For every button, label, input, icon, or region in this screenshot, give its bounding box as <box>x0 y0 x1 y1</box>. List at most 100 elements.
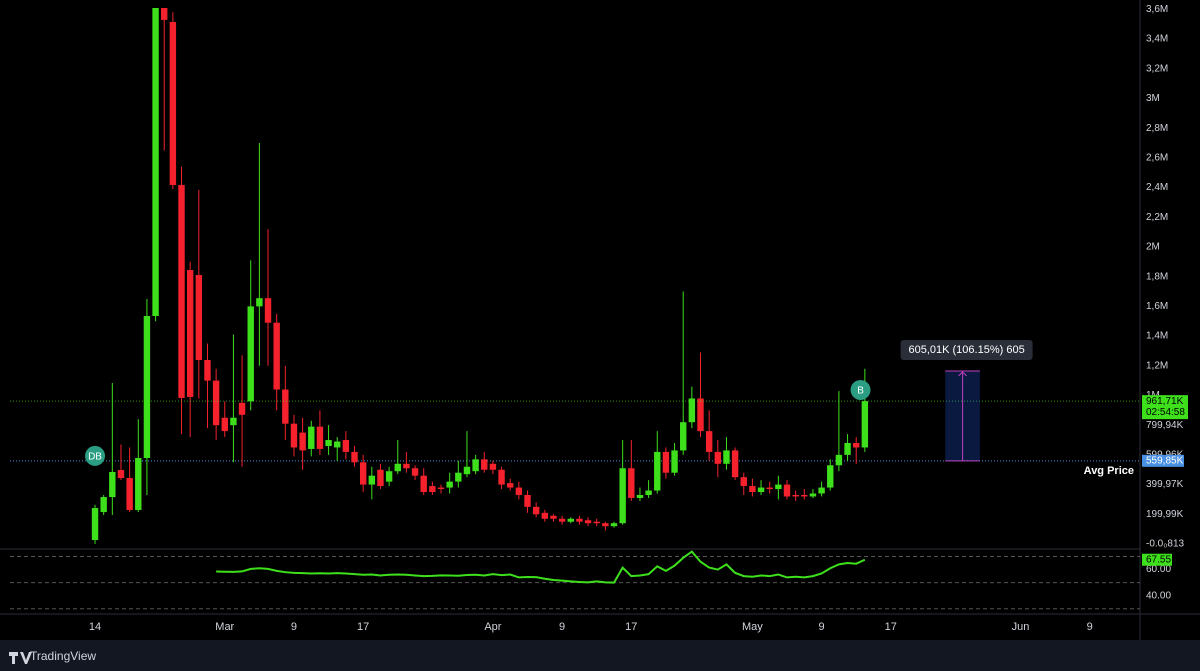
candle-body <box>481 459 488 470</box>
candle-body <box>645 490 652 495</box>
y-tick-label: -0.0₀813 <box>1146 539 1185 550</box>
candle-body <box>178 185 185 398</box>
candle-body <box>135 458 142 510</box>
x-tick-label: 9 <box>819 621 825 633</box>
candle-body <box>619 468 626 524</box>
x-tick-label: May <box>742 621 763 633</box>
candle-body <box>368 475 376 485</box>
candle-body <box>437 487 445 490</box>
candle-body <box>550 515 557 519</box>
candle-body <box>558 518 566 522</box>
candle-body <box>385 471 393 482</box>
candle-body <box>844 443 851 455</box>
brand[interactable]: TradingView <box>30 649 96 663</box>
indicator-tick-label: 40.00 <box>1146 590 1171 601</box>
candle-body <box>342 440 350 452</box>
x-tick-label: 17 <box>357 621 369 633</box>
candle-body <box>628 468 635 498</box>
candle-body <box>230 417 237 426</box>
candle-body <box>455 472 462 482</box>
candle-body <box>429 486 436 493</box>
candle-body <box>489 463 497 470</box>
y-tick-label: 1,2M <box>1146 360 1168 371</box>
x-tick-label: Apr <box>484 621 501 633</box>
candle-body <box>161 8 168 20</box>
signal-marker <box>85 445 106 466</box>
brand-logo <box>9 652 32 664</box>
candle-body <box>705 431 713 452</box>
candle-body <box>91 508 99 540</box>
y-tick-label: 2,4M <box>1146 182 1168 193</box>
y-tick-label: 3M <box>1146 93 1160 104</box>
candle-body <box>610 523 618 527</box>
y-tick-label: 3,4M <box>1146 34 1168 45</box>
candle-body <box>420 475 427 493</box>
countdown: 02:54:58 <box>1146 407 1185 418</box>
signal-marker-label: DB <box>88 452 102 463</box>
candle-body <box>221 417 228 432</box>
y-tick-label: 1,4M <box>1146 331 1168 342</box>
indicator-tick-label: 60.00 <box>1146 564 1171 575</box>
candle-body <box>809 493 817 497</box>
y-tick-label: 199,99K <box>1146 509 1184 520</box>
candle-body <box>515 487 523 495</box>
candle-body <box>783 484 791 497</box>
y-tick-label: 2,6M <box>1146 152 1168 163</box>
candle-body <box>801 494 808 497</box>
candle-body <box>567 518 574 522</box>
candle-body <box>671 450 678 473</box>
candle-body <box>195 275 203 360</box>
candle-body <box>636 494 644 498</box>
candle-body <box>273 322 280 390</box>
candle-body <box>334 441 341 448</box>
candle-body <box>186 269 194 397</box>
candle-body <box>256 298 263 307</box>
y-tick-label: 799,94K <box>1146 420 1184 431</box>
signal-marker-label: B <box>857 386 864 397</box>
y-tick-label: 3,6M <box>1146 4 1168 15</box>
candle-body <box>238 402 246 415</box>
y-tick-label: 2,2M <box>1146 212 1168 223</box>
measure-arrowhead <box>958 371 967 377</box>
x-tick-label: 9 <box>559 621 565 633</box>
candle-body <box>818 487 825 494</box>
indicator-value-tag <box>1142 553 1172 566</box>
candle-body <box>775 484 782 490</box>
footer-bar <box>0 640 1200 671</box>
x-tick-label: 17 <box>885 621 897 633</box>
candle-body <box>308 426 315 449</box>
y-tick-label: 3,2M <box>1146 63 1168 74</box>
candle-body <box>662 451 670 473</box>
signal-marker <box>850 379 871 400</box>
candle-body <box>377 469 384 487</box>
candle-body <box>749 486 756 493</box>
candle-body <box>100 497 107 513</box>
x-tick-label: 17 <box>625 621 637 633</box>
candle-body <box>394 463 401 472</box>
candle-body <box>541 512 549 519</box>
candle-body <box>576 518 583 522</box>
candle-body <box>152 8 159 317</box>
candle-body <box>472 459 479 472</box>
candle-body <box>792 494 799 497</box>
candle-body <box>602 523 609 527</box>
y-tick-label: 1,8M <box>1146 271 1168 282</box>
candle-body <box>411 468 419 476</box>
avg-price-label: 559,85K <box>1146 455 1184 466</box>
x-tick-label: Mar <box>215 621 234 633</box>
candle-body <box>853 443 860 448</box>
candle-body <box>143 316 151 458</box>
candle-body <box>126 478 133 510</box>
candle-body <box>731 450 739 478</box>
last-price-tag <box>1142 395 1188 420</box>
candle-body <box>757 487 765 493</box>
last-price-label: 961,71K <box>1146 396 1184 407</box>
candle-body <box>290 423 298 448</box>
candle-body <box>827 465 834 488</box>
candle-body <box>680 422 687 451</box>
y-tick-label: 399,97K <box>1146 479 1184 490</box>
candle-body <box>654 451 661 491</box>
candle-body <box>169 21 177 186</box>
candle-body <box>697 398 704 432</box>
x-tick-label: Jun <box>1012 621 1030 633</box>
